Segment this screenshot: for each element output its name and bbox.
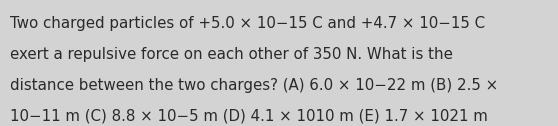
Text: 10−11 m (C) 8.8 × 10−5 m (D) 4.1 × 1010 m (E) 1.7 × 1021 m: 10−11 m (C) 8.8 × 10−5 m (D) 4.1 × 1010 … — [10, 109, 488, 124]
Text: Two charged particles of +5.0 × 10−15 C and +4.7 × 10−15 C: Two charged particles of +5.0 × 10−15 C … — [10, 16, 485, 31]
Text: exert a repulsive force on each other of 350 N. What is the: exert a repulsive force on each other of… — [10, 47, 453, 62]
Text: distance between the two charges? (A) 6.0 × 10−22 m (B) 2.5 ×: distance between the two charges? (A) 6.… — [10, 78, 498, 93]
